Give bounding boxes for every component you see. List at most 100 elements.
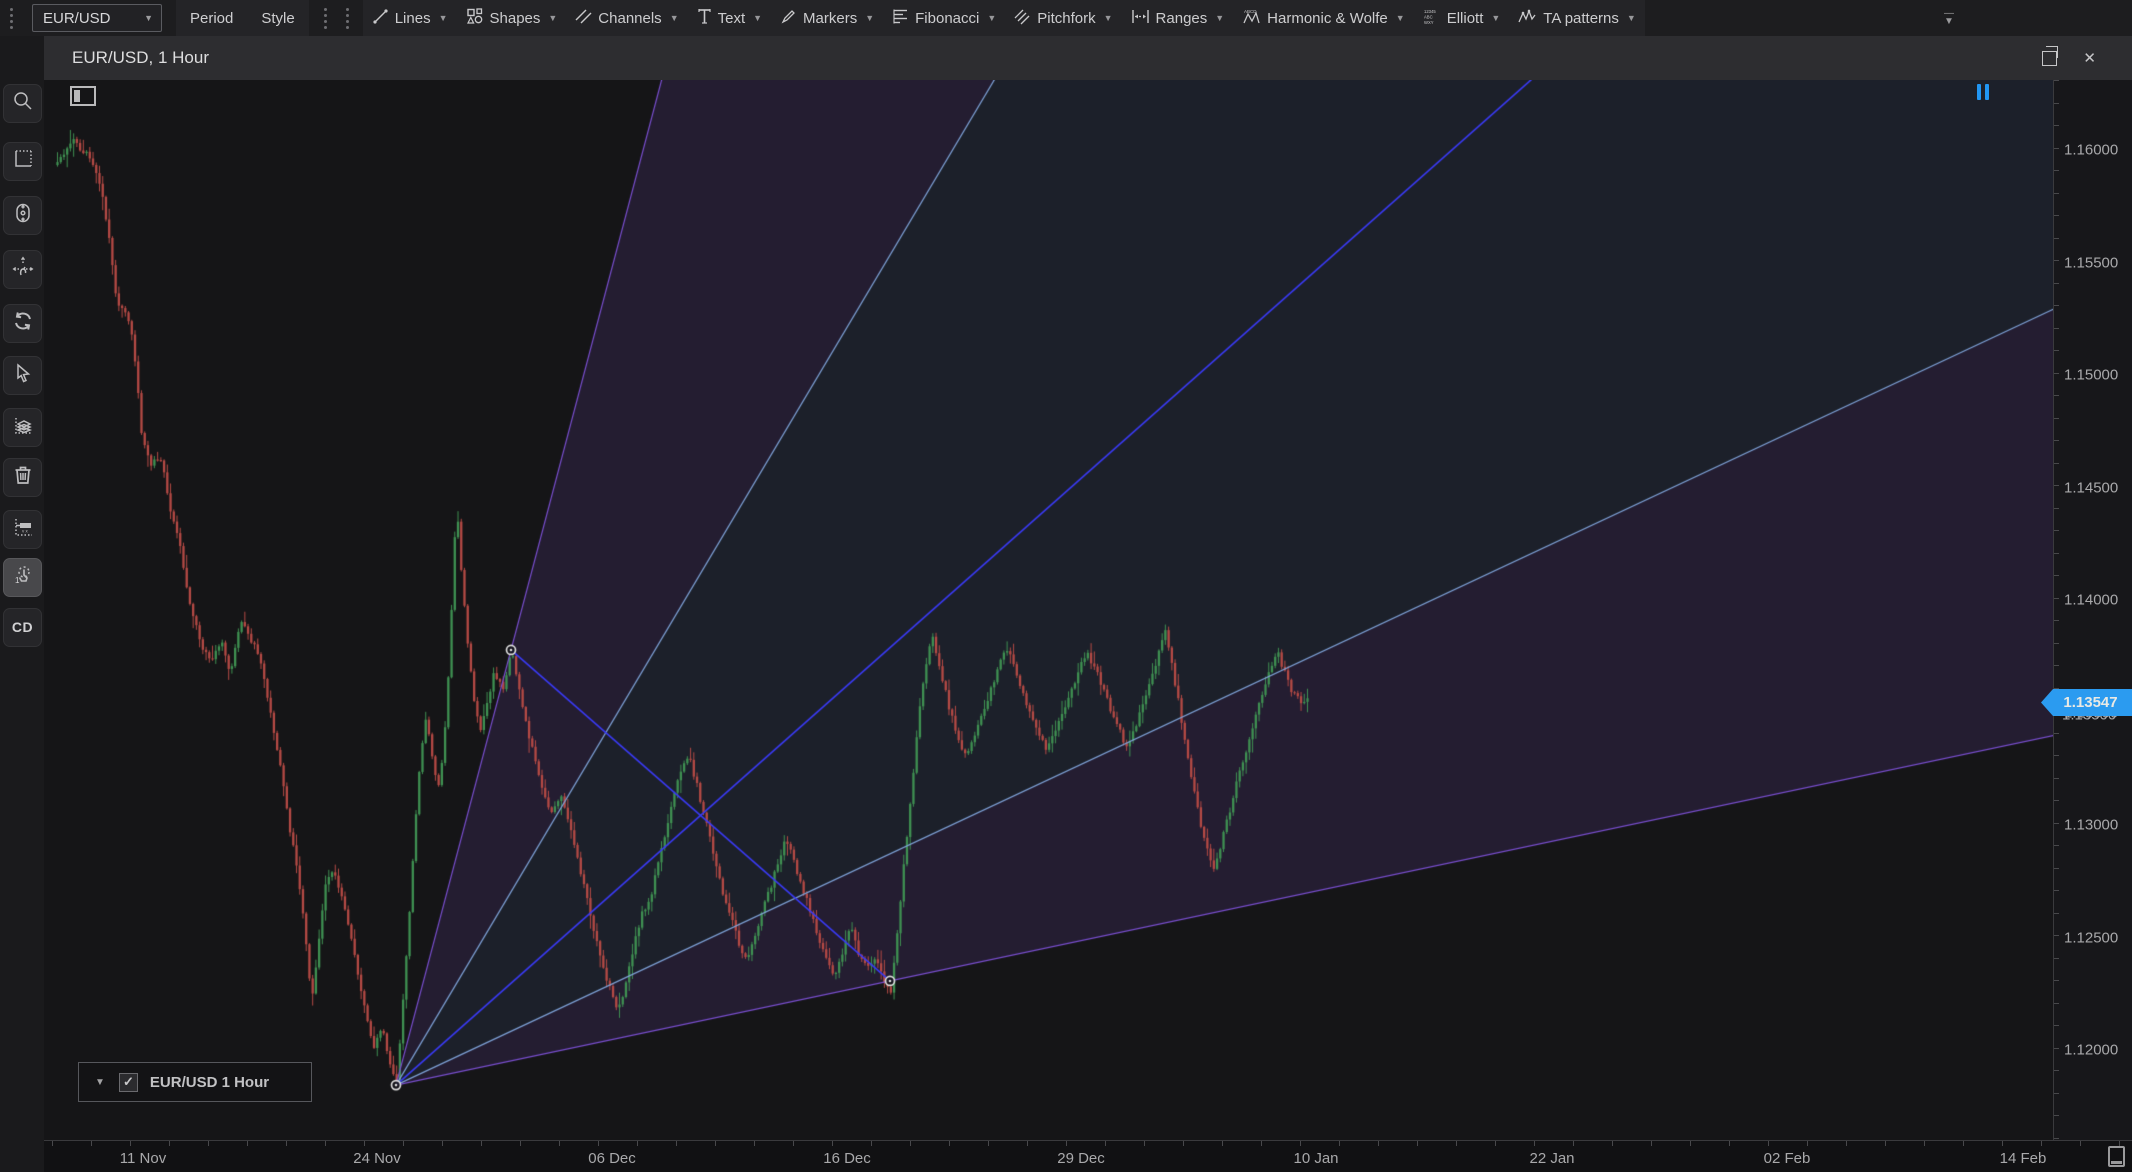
chart-object-legend[interactable]: ▼ ✓ EUR/USD 1 Hour xyxy=(78,1062,312,1102)
time-axis-tick xyxy=(1222,1141,1223,1146)
legend-label: EUR/USD 1 Hour xyxy=(149,1073,270,1091)
time-axis-label: 14 Feb xyxy=(1999,1150,2047,1167)
chevron-down-icon[interactable]: ▼ xyxy=(548,13,558,23)
sidebar-layers-tool-button[interactable] xyxy=(3,408,42,447)
time-axis-tick xyxy=(2002,1141,2003,1146)
chevron-down-icon[interactable]: ▼ xyxy=(1626,13,1636,23)
tool-harmonic-wolfe[interactable]: ABCD Harmonic & Wolfe ▼ xyxy=(1233,0,1414,36)
time-axis[interactable]: 11 Nov 24 Nov 06 Dec 16 Dec 29 Dec 10 Jan 22 J… xyxy=(44,1140,2132,1172)
svg-text:ABC: ABC xyxy=(1424,14,1433,19)
sidebar-pan-tool-button[interactable] xyxy=(3,250,42,289)
close-icon[interactable]: ✕ xyxy=(2083,50,2096,67)
svg-text:v x: v x xyxy=(22,529,29,534)
sidebar-zoom-tool-button[interactable] xyxy=(3,84,42,123)
monitor-icon[interactable] xyxy=(2108,1146,2125,1167)
chevron-down-icon[interactable]: ▼ xyxy=(987,13,997,23)
tool-text[interactable]: Text ▼ xyxy=(688,0,771,36)
current-price-badge: 1.13547 xyxy=(2041,689,2132,716)
price-axis-tick xyxy=(2054,845,2059,846)
time-axis-tick xyxy=(1573,1141,1574,1146)
price-axis-tick xyxy=(2054,1047,2059,1049)
tool-lines[interactable]: Lines ▼ xyxy=(363,0,457,36)
sidebar-refresh-tool-button[interactable] xyxy=(3,304,42,343)
time-axis-tick xyxy=(481,1141,482,1146)
price-axis-label: 1.14000 xyxy=(2064,591,2119,609)
time-axis-tick xyxy=(52,1141,53,1146)
tool-ta-patterns[interactable]: TA patterns ▼ xyxy=(1509,0,1645,36)
pause-icon[interactable] xyxy=(1977,84,1989,100)
tool-shapes[interactable]: Shapes ▼ xyxy=(457,0,567,36)
tool-markers[interactable]: Markers ▼ xyxy=(771,0,883,36)
period-button[interactable]: Period xyxy=(176,0,248,36)
tool-channels[interactable]: Channels ▼ xyxy=(566,0,687,36)
left-sidebar: v x 1 CD xyxy=(0,36,44,1172)
chevron-down-icon[interactable]: ▼ xyxy=(438,13,448,23)
price-axis-tick xyxy=(2054,642,2059,644)
toolbar-drag-handle-icon[interactable] xyxy=(4,6,18,30)
price-axis-tick xyxy=(2054,192,2059,194)
sidebar-tap-mode-tool-button[interactable]: 1 xyxy=(3,558,42,597)
time-axis-tick xyxy=(1378,1141,1379,1146)
tool-label: Markers xyxy=(803,9,858,27)
restore-window-icon[interactable] xyxy=(2042,45,2059,66)
price-axis-label: 1.16000 xyxy=(2064,141,2119,159)
collapse-left-panel-icon[interactable] xyxy=(70,86,96,106)
time-axis-tick xyxy=(559,1141,560,1146)
price-axis-tick xyxy=(2054,530,2059,531)
sidebar-measure-tool-button[interactable]: v x xyxy=(3,510,42,549)
time-axis-tick xyxy=(988,1141,989,1146)
time-axis-tick xyxy=(1651,1141,1652,1146)
chevron-down-icon[interactable]: ▼ xyxy=(1103,13,1113,23)
elliott-icon: 12345 ABC WXY xyxy=(1423,8,1441,29)
symbol-select[interactable]: EUR/USD ▼ xyxy=(32,4,162,32)
candlestick-pitchfan-canvas[interactable] xyxy=(44,80,2053,1140)
line-icon xyxy=(372,8,389,29)
time-axis-tick xyxy=(715,1141,716,1146)
channels-icon xyxy=(575,8,592,29)
toolbar-overflow-button[interactable]: — ▼ xyxy=(1944,8,1954,27)
tool-elliott[interactable]: 12345 ABC WXY Elliott ▼ xyxy=(1414,0,1510,36)
sidebar-cd-tool-button[interactable]: CD xyxy=(3,608,42,647)
time-axis-tick xyxy=(169,1141,170,1146)
sidebar-vertical-scale-tool-button[interactable] xyxy=(3,196,42,235)
time-axis-tick xyxy=(2041,1141,2042,1146)
tool-pitchfork[interactable]: Pitchfork ▼ xyxy=(1005,0,1121,36)
chevron-down-icon[interactable]: ▼ xyxy=(1491,13,1501,23)
chevron-down-icon[interactable]: ▼ xyxy=(669,13,679,23)
toolbar-separator-handle-icon[interactable] xyxy=(319,6,333,30)
chevron-down-icon[interactable]: ▼ xyxy=(1395,13,1405,23)
toolbar-separator-handle-icon[interactable] xyxy=(341,6,355,30)
time-axis-label: 29 Dec xyxy=(1057,1150,1105,1167)
chart-plot-area[interactable] xyxy=(44,80,2053,1140)
time-axis-tick xyxy=(1066,1141,1067,1146)
time-axis-tick xyxy=(442,1141,443,1146)
sidebar-delete-tool-button[interactable] xyxy=(3,458,42,497)
price-axis-tick xyxy=(2054,912,2059,914)
ranges-icon xyxy=(1131,9,1150,28)
sidebar-scale-tool-button[interactable] xyxy=(3,142,42,181)
cd-icon: CD xyxy=(11,618,34,635)
chevron-down-icon[interactable]: ▼ xyxy=(1215,13,1225,23)
chevron-down-icon[interactable]: ▼ xyxy=(753,13,763,23)
price-axis[interactable]: 1.16000 1.15500 1.15000 1.14500 1.14000 1.135… xyxy=(2053,80,2132,1140)
time-axis-tick xyxy=(1534,1141,1535,1146)
price-axis-tick xyxy=(2054,867,2059,869)
time-axis-tick xyxy=(1027,1141,1028,1146)
time-axis-tick xyxy=(1846,1141,1847,1146)
style-button[interactable]: Style xyxy=(247,0,309,36)
price-axis-tick xyxy=(2054,327,2059,329)
price-axis-tick xyxy=(2054,755,2059,756)
chart-title: EUR/USD, 1 Hour xyxy=(72,48,209,67)
chevron-down-icon[interactable]: ▼ xyxy=(865,13,875,23)
tool-fibonacci[interactable]: Fibonacci ▼ xyxy=(883,0,1005,36)
price-axis-tick xyxy=(2054,170,2059,171)
chevron-down-icon[interactable]: ▼ xyxy=(95,1076,105,1088)
chevron-down-icon: ▼ xyxy=(144,13,153,23)
price-axis-tick xyxy=(2054,957,2059,959)
shapes-icon xyxy=(466,7,484,29)
sidebar-cursor-tool-button[interactable] xyxy=(3,356,42,395)
time-axis-tick xyxy=(208,1141,209,1146)
time-axis-tick xyxy=(1417,1141,1418,1146)
tool-ranges[interactable]: Ranges ▼ xyxy=(1122,0,1234,36)
legend-checkbox[interactable]: ✓ xyxy=(118,1072,138,1092)
